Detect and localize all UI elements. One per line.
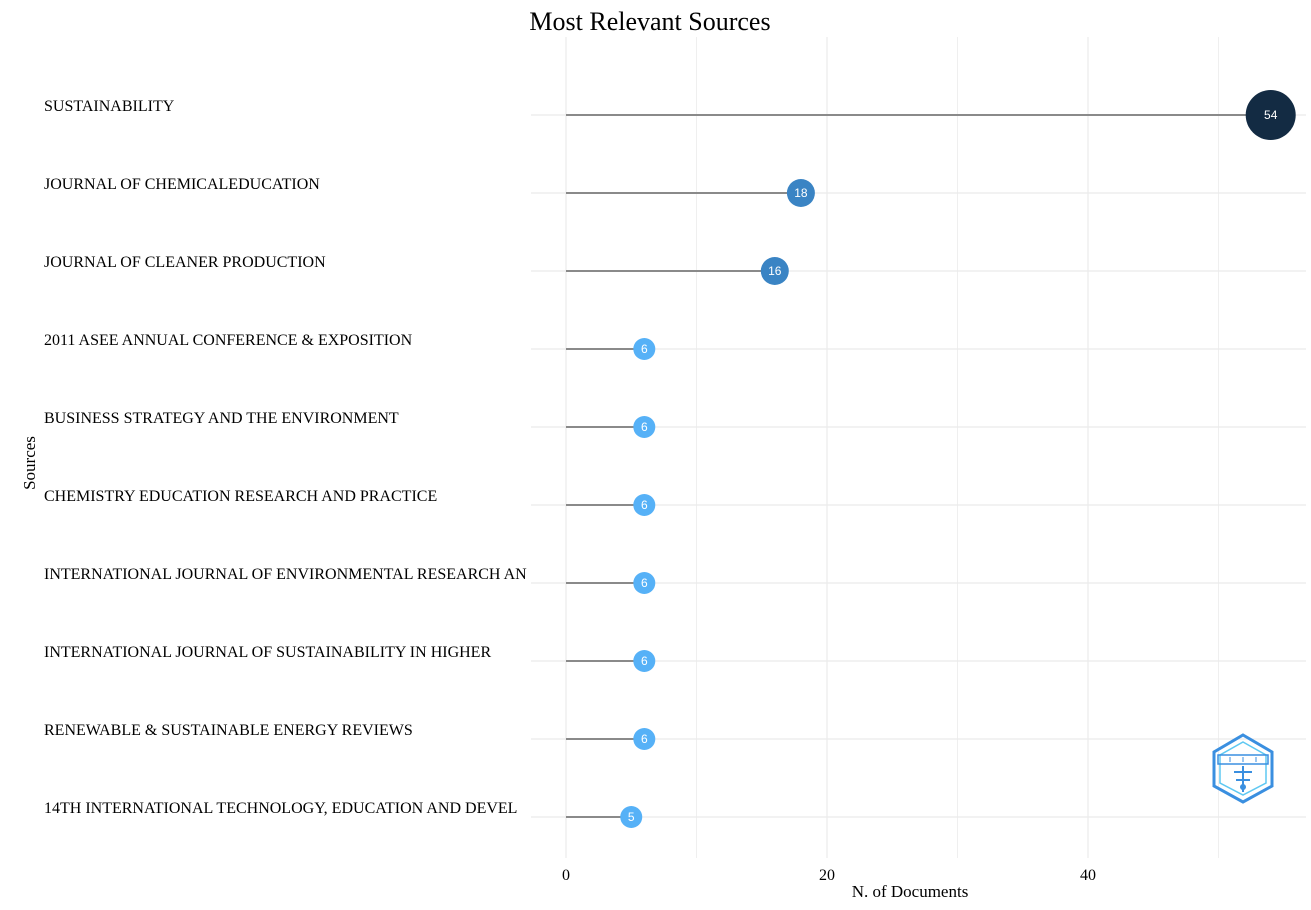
x-tick-labels: 0 20 40	[562, 867, 1096, 884]
x-axis-label: N. of Documents	[852, 882, 969, 901]
category-label: INTERNATIONAL JOURNAL OF ENVIRONMENTAL R…	[44, 566, 527, 583]
data-point	[633, 416, 656, 438]
data-label: 6	[641, 420, 648, 434]
data-label: 16	[768, 264, 782, 278]
points: 54 18 16 6 6 6 6 6 6 5	[620, 90, 1296, 828]
bibliometrix-hexagon-logo-icon	[1212, 733, 1274, 804]
data-point	[1245, 90, 1296, 140]
stems	[566, 114, 1271, 818]
chart-title: Most Relevant Sources	[529, 7, 770, 36]
data-point	[633, 650, 656, 672]
category-label: INTERNATIONAL JOURNAL OF SUSTAINABILITY …	[44, 644, 491, 661]
data-point	[633, 494, 656, 516]
data-label: 6	[641, 654, 648, 668]
x-tick-label: 0	[562, 867, 570, 884]
data-point	[633, 728, 656, 750]
data-label: 18	[794, 186, 808, 200]
category-labels: SUSTAINABILITY JOURNAL OF CHEMICALEDUCATI…	[44, 98, 527, 817]
grid-lines	[531, 37, 1306, 858]
data-label: 54	[1264, 108, 1278, 122]
data-label: 6	[641, 576, 648, 590]
data-point	[633, 338, 656, 360]
x-tick-label: 20	[819, 867, 835, 884]
data-point	[620, 806, 643, 828]
category-label: 14TH INTERNATIONAL TECHNOLOGY, EDUCATION…	[44, 800, 517, 817]
data-label: 6	[641, 498, 648, 512]
data-point	[633, 572, 656, 594]
data-point	[760, 257, 789, 285]
category-label: JOURNAL OF CLEANER PRODUCTION	[44, 254, 326, 271]
category-label: JOURNAL OF CHEMICALEDUCATION	[44, 176, 320, 193]
data-label: 5	[628, 810, 635, 824]
category-label: CHEMISTRY EDUCATION RESEARCH AND PRACTIC…	[44, 488, 437, 505]
category-label: SUSTAINABILITY	[44, 98, 175, 115]
category-label: RENEWABLE & SUSTAINABLE ENERGY REVIEWS	[44, 722, 413, 739]
category-label: 2011 ASEE ANNUAL CONFERENCE & EXPOSITION	[44, 332, 413, 349]
data-label: 6	[641, 732, 648, 746]
data-point	[786, 179, 815, 207]
y-axis-label: Sources	[20, 436, 39, 490]
x-tick-label: 40	[1080, 867, 1096, 884]
category-label: BUSINESS STRATEGY AND THE ENVIRONMENT	[44, 410, 399, 427]
data-label: 6	[641, 342, 648, 356]
